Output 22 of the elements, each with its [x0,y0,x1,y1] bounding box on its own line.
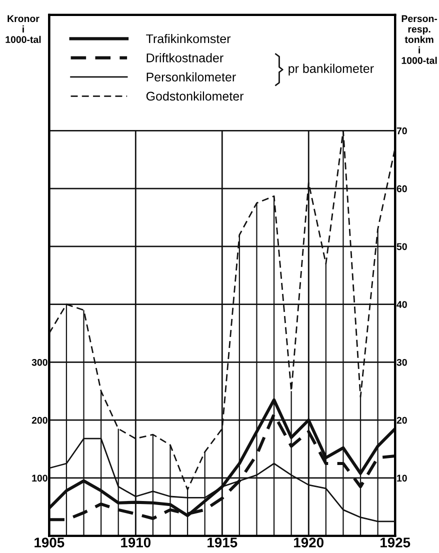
y2-tick-label: 70 [396,127,407,134]
y-tick-label: 300 [32,358,48,366]
y2-tick-label: 60 [396,185,407,192]
y-axis-title: Kronor i 1000-tal [6,15,41,44]
legend-label: Trafikinkomster [146,34,231,44]
y2-tick-label: 30 [396,358,407,366]
y2-tick-label: 10 [397,474,407,482]
x-tick-label: 1920 [294,538,324,548]
y-tick-label: 100 [32,474,48,482]
legend-label: Driftkostnader [146,53,224,62]
y2-tick-label: 40 [396,301,407,308]
x-tick-label: 1910 [121,538,151,548]
legend-label: Personkilometer [146,72,236,82]
legend-label: Godstonkilometer [146,91,244,101]
y-tick-label: 200 [32,416,48,424]
annotation: pr bankilometer [288,64,374,76]
y2-axis-title: Person- resp. tonkm i 1000-tal [402,15,438,64]
x-tick-label: 1925 [380,538,410,548]
y2-tick-label: 20 [396,416,407,424]
x-tick-label: 1905 [34,538,64,548]
y2-tick-label: 50 [396,243,407,250]
x-tick-label: 1915 [208,538,238,548]
